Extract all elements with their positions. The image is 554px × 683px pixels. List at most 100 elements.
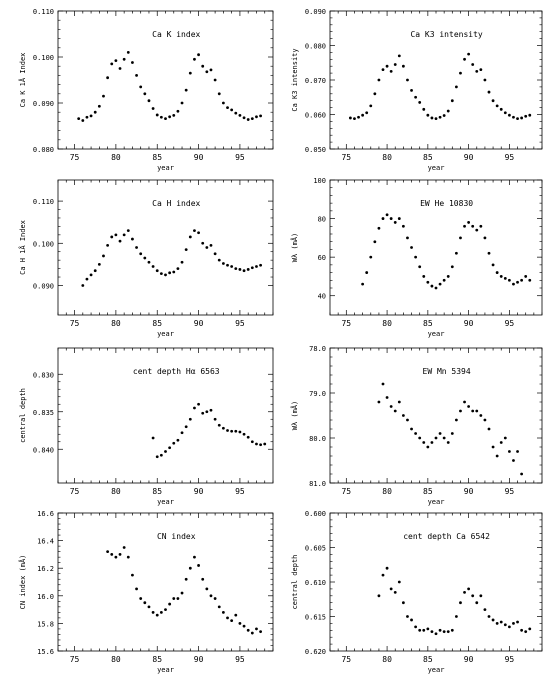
y-tick-label: 0.610 bbox=[305, 579, 326, 587]
data-point bbox=[81, 119, 85, 122]
y-tick-label: 0.615 bbox=[305, 614, 326, 622]
data-point bbox=[401, 601, 405, 605]
data-point bbox=[172, 441, 176, 445]
data-point bbox=[499, 275, 503, 278]
data-point bbox=[102, 94, 105, 98]
data-point bbox=[85, 115, 89, 119]
data-point bbox=[205, 587, 209, 591]
x-tick-label: 85 bbox=[152, 319, 162, 328]
data-point bbox=[442, 114, 446, 117]
data-point bbox=[230, 108, 234, 112]
data-point bbox=[516, 620, 519, 624]
data-point bbox=[242, 116, 246, 120]
data-point bbox=[172, 270, 176, 274]
data-point bbox=[259, 263, 262, 267]
data-point bbox=[122, 546, 126, 549]
data-point bbox=[164, 450, 167, 453]
panel-title: Ca H index bbox=[152, 199, 200, 208]
data-point bbox=[426, 280, 430, 284]
data-point bbox=[172, 114, 176, 117]
x-tick-label: 75 bbox=[341, 655, 351, 664]
data-point bbox=[197, 53, 200, 57]
data-point bbox=[385, 566, 389, 570]
data-point bbox=[131, 237, 134, 241]
data-point bbox=[89, 273, 93, 277]
data-point bbox=[422, 107, 426, 111]
y-tick-label: 0.060 bbox=[305, 112, 326, 120]
x-tick-label: 95 bbox=[505, 655, 515, 664]
data-point bbox=[512, 459, 515, 462]
data-point bbox=[122, 57, 126, 61]
data-point bbox=[168, 602, 172, 606]
data-point bbox=[250, 117, 254, 121]
data-point bbox=[259, 630, 262, 634]
data-point bbox=[430, 441, 434, 444]
y-tick-label: 15.6 bbox=[37, 648, 54, 656]
data-point bbox=[475, 228, 479, 232]
data-point bbox=[438, 432, 442, 435]
data-point bbox=[176, 438, 180, 442]
data-point bbox=[106, 550, 110, 554]
data-point bbox=[155, 455, 159, 459]
y-tick-label: 15.8 bbox=[37, 620, 54, 628]
data-point bbox=[369, 255, 373, 259]
x-axis-label: year bbox=[428, 164, 445, 172]
data-point bbox=[467, 52, 471, 56]
data-point bbox=[193, 406, 196, 410]
data-point bbox=[377, 400, 381, 404]
panel-title: EW Mn 5394 bbox=[423, 367, 471, 376]
data-point bbox=[414, 432, 418, 435]
data-point bbox=[475, 69, 479, 73]
data-point bbox=[475, 409, 479, 413]
data-point bbox=[422, 628, 426, 632]
data-point bbox=[430, 116, 434, 120]
data-point bbox=[389, 405, 393, 408]
x-axis-label: year bbox=[428, 330, 445, 338]
data-point bbox=[168, 446, 172, 450]
data-point bbox=[106, 243, 110, 247]
data-point bbox=[110, 62, 114, 66]
data-point bbox=[164, 608, 167, 611]
data-point bbox=[495, 622, 499, 625]
data-point bbox=[131, 573, 134, 577]
data-point bbox=[406, 78, 409, 82]
data-point bbox=[139, 252, 143, 256]
data-point bbox=[226, 106, 229, 109]
data-point bbox=[143, 92, 147, 96]
data-point bbox=[454, 418, 458, 422]
x-tick-label: 75 bbox=[70, 655, 80, 664]
data-point bbox=[242, 624, 246, 628]
data-point bbox=[143, 601, 147, 605]
data-point bbox=[102, 254, 105, 258]
data-point bbox=[188, 417, 192, 421]
panel-3: 75 80 85 90 95 0.090 0.100 0.110 Ca H index year C… bbox=[18, 179, 274, 338]
data-point bbox=[528, 278, 532, 282]
data-point bbox=[217, 92, 221, 96]
data-point bbox=[471, 63, 475, 66]
data-point bbox=[418, 101, 422, 104]
y-tick-label: 0.835 bbox=[33, 409, 54, 417]
data-point bbox=[487, 251, 491, 255]
data-point bbox=[426, 445, 430, 449]
data-point bbox=[135, 587, 138, 591]
x-tick-label: 90 bbox=[194, 655, 204, 664]
data-point bbox=[373, 92, 377, 96]
data-point bbox=[155, 269, 159, 273]
x-tick-label: 75 bbox=[341, 487, 351, 496]
data-point bbox=[234, 111, 238, 115]
data-point bbox=[147, 605, 151, 609]
data-point bbox=[97, 262, 101, 266]
data-point bbox=[434, 632, 438, 636]
data-point bbox=[377, 226, 381, 230]
x-tick-label: 95 bbox=[235, 655, 245, 664]
x-tick-label: 95 bbox=[235, 153, 245, 162]
data-point bbox=[77, 117, 81, 121]
y-tick-label: 0.840 bbox=[33, 446, 54, 454]
data-point bbox=[213, 252, 217, 256]
data-point bbox=[193, 57, 196, 61]
data-point bbox=[524, 275, 528, 278]
data-point bbox=[238, 268, 242, 271]
y-tick-label: 0.090 bbox=[33, 100, 54, 108]
data-point bbox=[471, 409, 475, 413]
x-tick-label: 85 bbox=[423, 487, 433, 496]
